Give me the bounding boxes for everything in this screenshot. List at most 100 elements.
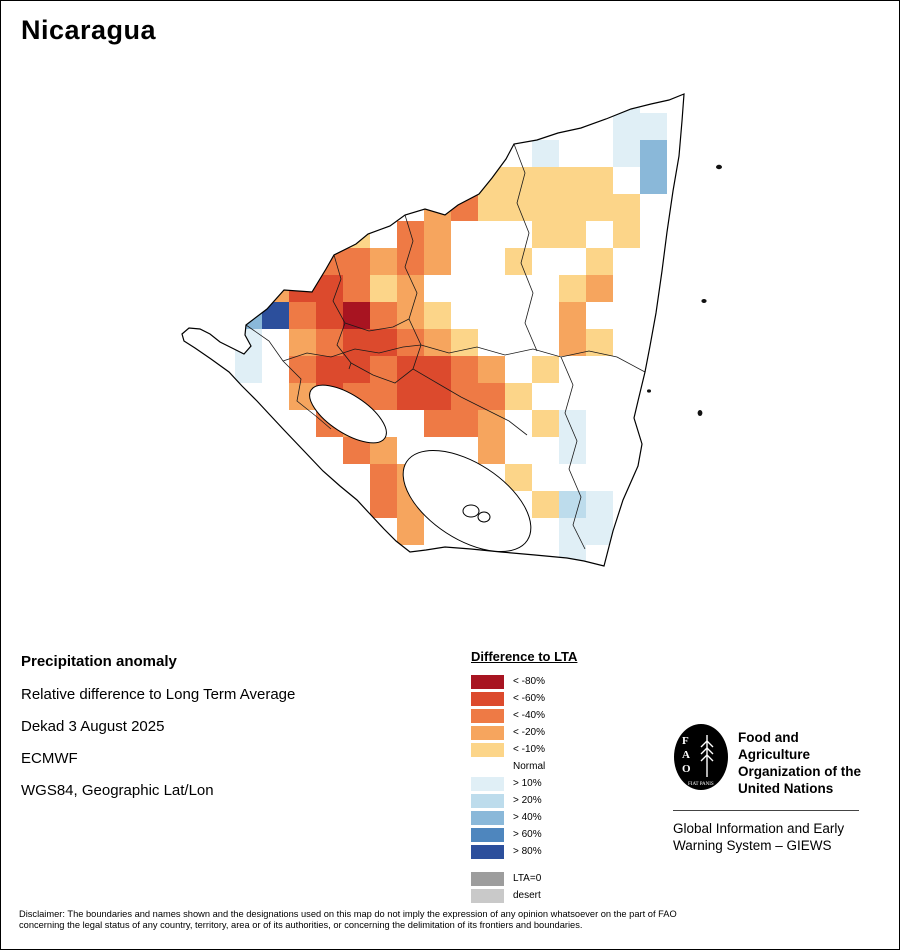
anomaly-cell: [424, 248, 451, 275]
legend-swatch: [471, 742, 504, 757]
anomaly-cell: [289, 329, 316, 356]
svg-text:A: A: [682, 749, 690, 761]
anomaly-cell: [316, 356, 343, 383]
disclaimer-line: Disclaimer: The boundaries and names sho…: [19, 909, 677, 919]
anomaly-cell: [289, 356, 316, 383]
legend-row: > 40%: [471, 809, 641, 826]
anomaly-cell: [505, 383, 532, 410]
anomaly-cell: [451, 356, 478, 383]
anomaly-cell: [370, 464, 397, 491]
anomaly-cell: [316, 275, 343, 302]
anomaly-cell: [586, 167, 613, 194]
anomaly-cell: [559, 167, 586, 194]
anomaly-cell: [559, 329, 586, 356]
anomaly-cell: [532, 410, 559, 437]
anomaly-cell: [586, 491, 613, 518]
anomaly-cell: [397, 221, 424, 248]
anomaly-cell: [559, 302, 586, 329]
anomaly-cell: [532, 167, 559, 194]
info-line: Dekad 3 August 2025: [21, 718, 165, 735]
legend-row: > 80%: [471, 843, 641, 860]
legend-swatch: [471, 827, 504, 842]
anomaly-cell: [289, 275, 316, 302]
fao-org-line: United Nations: [738, 781, 834, 796]
info-block: Precipitation anomaly Relative differenc…: [21, 653, 441, 814]
anomaly-cell: [559, 221, 586, 248]
anomaly-cell: [289, 302, 316, 329]
anomaly-cell: [235, 356, 262, 383]
anomaly-cell: [424, 356, 451, 383]
legend-label: > 60%: [513, 828, 542, 840]
anomaly-cell: [532, 356, 559, 383]
legend-title: Difference to LTA: [471, 649, 578, 664]
page-title: Nicaragua: [21, 15, 157, 45]
anomaly-cell: [262, 302, 289, 329]
anomaly-cell: [613, 113, 640, 140]
legend-label: < -10%: [513, 743, 545, 755]
legend-label: > 20%: [513, 794, 542, 806]
anomaly-cell: [343, 275, 370, 302]
anomaly-cell: [397, 383, 424, 410]
legend-label: desert: [513, 889, 541, 901]
anomaly-cell: [343, 356, 370, 383]
branding-divider: [673, 810, 859, 811]
giews-name: Global Information and Early Warning Sys…: [673, 820, 869, 854]
anomaly-cell: [505, 248, 532, 275]
disclaimer: Disclaimer: The boundaries and names sho…: [19, 909, 883, 931]
admin-boundaries: [245, 143, 646, 550]
legend-label: Normal: [513, 760, 546, 772]
legend-label: > 10%: [513, 777, 542, 789]
legend-color-rows: < -80% < -60% < -40% < -20%: [471, 673, 641, 860]
branding-block: F A O FIAT PANIS Food and Agriculture Or…: [673, 723, 869, 854]
anomaly-cell: [559, 491, 586, 518]
legend-row: > 10%: [471, 775, 641, 792]
legend-swatch: [471, 776, 504, 791]
anomaly-cell: [343, 248, 370, 275]
anomaly-cell: [370, 383, 397, 410]
legend-row: < -20%: [471, 724, 641, 741]
legend-label: < -80%: [513, 675, 545, 687]
anomaly-cell: [451, 383, 478, 410]
legend-label: > 40%: [513, 811, 542, 823]
lake-managua: [309, 384, 387, 444]
fao-motto: FIAT PANIS: [688, 782, 714, 787]
legend-row: < -80%: [471, 673, 641, 690]
anomaly-cell: [532, 491, 559, 518]
legend-row: desert: [471, 887, 641, 904]
info-lines: Relative difference to Long Term Average…: [21, 686, 441, 799]
anomaly-cell: [343, 302, 370, 329]
anomaly-cell: [424, 221, 451, 248]
anomaly-cell: [613, 194, 640, 221]
legend-swatch: [471, 871, 504, 886]
legend-swatch: [471, 674, 504, 689]
anomaly-cell: [505, 167, 532, 194]
legend-label: < -20%: [513, 726, 545, 738]
legend-label: > 80%: [513, 845, 542, 857]
anomaly-cell: [370, 491, 397, 518]
anomaly-cell: [424, 302, 451, 329]
svg-text:F: F: [682, 735, 689, 747]
anomaly-cell: [559, 194, 586, 221]
anomaly-cell: [397, 356, 424, 383]
disclaimer-line: concerning the legal status of any count…: [19, 920, 583, 930]
fao-org-name: Food and Agriculture Organization of the…: [738, 723, 869, 797]
anomaly-cell: [424, 410, 451, 437]
info-line: Relative difference to Long Term Average: [21, 686, 296, 703]
anomaly-cell: [640, 167, 667, 194]
legend-row: < -40%: [471, 707, 641, 724]
giews-line: Global Information and Early: [673, 821, 845, 836]
anomaly-cell: [586, 329, 613, 356]
wheat-ear-icon: [700, 735, 714, 777]
anomaly-cell: [613, 94, 640, 113]
anomaly-cell: [424, 329, 451, 356]
anomaly-cell: [397, 248, 424, 275]
anomaly-cell: [478, 410, 505, 437]
anomaly-cell: [370, 248, 397, 275]
anomaly-cell: [262, 275, 289, 302]
fao-logo-icon: F A O FIAT PANIS: [674, 724, 728, 790]
lake-nicaragua: [402, 449, 532, 553]
anomaly-cell: [397, 518, 424, 545]
legend-label: < -40%: [513, 709, 545, 721]
anomaly-cell: [532, 140, 559, 167]
